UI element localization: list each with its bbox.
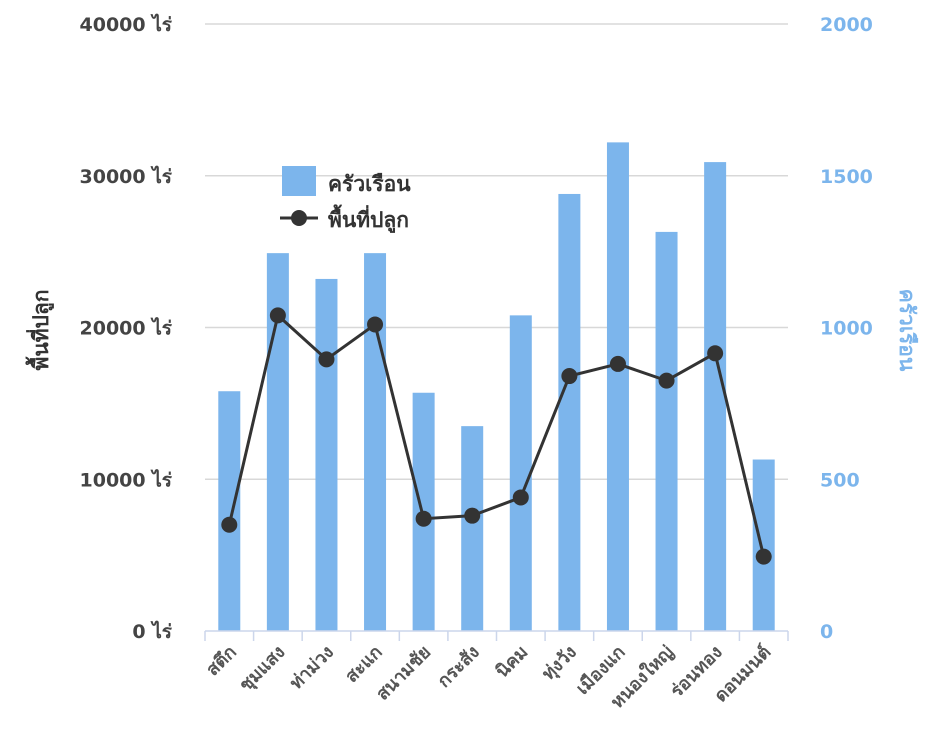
line-point[interactable]: [561, 368, 578, 385]
bar[interactable]: [461, 426, 484, 631]
right-tick-label: 500: [820, 469, 860, 491]
bar[interactable]: [218, 391, 241, 631]
line-point[interactable]: [512, 489, 529, 506]
bar[interactable]: [606, 142, 629, 632]
line-point[interactable]: [707, 345, 724, 362]
gridlines: [205, 23, 788, 480]
line-point[interactable]: [318, 351, 335, 368]
bar[interactable]: [752, 459, 775, 631]
legend-bar-swatch: [282, 166, 316, 196]
line-point[interactable]: [415, 510, 432, 527]
category-label: ทุ่งวัง: [538, 642, 582, 686]
legend-item-households[interactable]: ครัวเรือน: [328, 172, 411, 196]
bar[interactable]: [364, 253, 387, 631]
bar[interactable]: [315, 278, 338, 631]
right-tick-label: 1000: [820, 318, 873, 340]
line-point[interactable]: [755, 548, 772, 565]
right-axis-ticks: 0 500 1000 1500 2000: [820, 14, 873, 643]
category-label: นิคม: [492, 642, 532, 682]
bar[interactable]: [655, 231, 678, 631]
bar[interactable]: [266, 253, 289, 631]
right-tick-label: 0: [820, 621, 833, 643]
legend[interactable]: ครัวเรือน พื้นที่ปลูก: [280, 166, 411, 234]
line-point[interactable]: [367, 316, 384, 333]
bar[interactable]: [509, 315, 532, 631]
right-tick-label: 2000: [820, 14, 873, 36]
category-label: ท่าม่วง: [286, 642, 338, 694]
line-path: [227, 312, 766, 557]
category-label: สะแก: [341, 642, 386, 687]
x-axis-tick-marks: [204, 631, 789, 641]
left-axis-ticks: 0 ไร่ 10000 ไร่ 20000 ไร่ 30000 ไร่ 40000 ไร…: [80, 13, 173, 643]
household-bars: [218, 142, 775, 632]
right-axis-title: ครัวเรือน: [895, 289, 919, 372]
right-tick-label: 1500: [820, 166, 873, 188]
left-axis-title: พื้นที่ปลูก: [25, 290, 55, 371]
bar[interactable]: [704, 162, 727, 631]
category-label: สตึก: [202, 642, 241, 681]
line-point[interactable]: [658, 372, 675, 389]
bar[interactable]: [558, 193, 581, 631]
left-tick-label: 30000 ไร่: [80, 165, 173, 188]
line-point[interactable]: [464, 507, 481, 524]
line-point[interactable]: [221, 516, 238, 533]
line-point[interactable]: [609, 355, 626, 372]
category-label: ชุมแสง: [235, 642, 290, 697]
legend-line-marker: [291, 210, 307, 226]
category-label: กระสัง: [434, 642, 484, 692]
left-tick-label: 20000 ไร่: [80, 317, 173, 340]
left-tick-label: 0 ไร่: [132, 620, 172, 643]
category-label: สนามชัย: [372, 642, 435, 705]
line-point[interactable]: [269, 307, 286, 324]
left-tick-label: 40000 ไร่: [80, 13, 173, 36]
legend-item-planting-area[interactable]: พื้นที่ปลูก: [328, 204, 409, 234]
planting-area-line: [221, 307, 772, 565]
left-tick-label: 10000 ไร่: [80, 468, 173, 491]
